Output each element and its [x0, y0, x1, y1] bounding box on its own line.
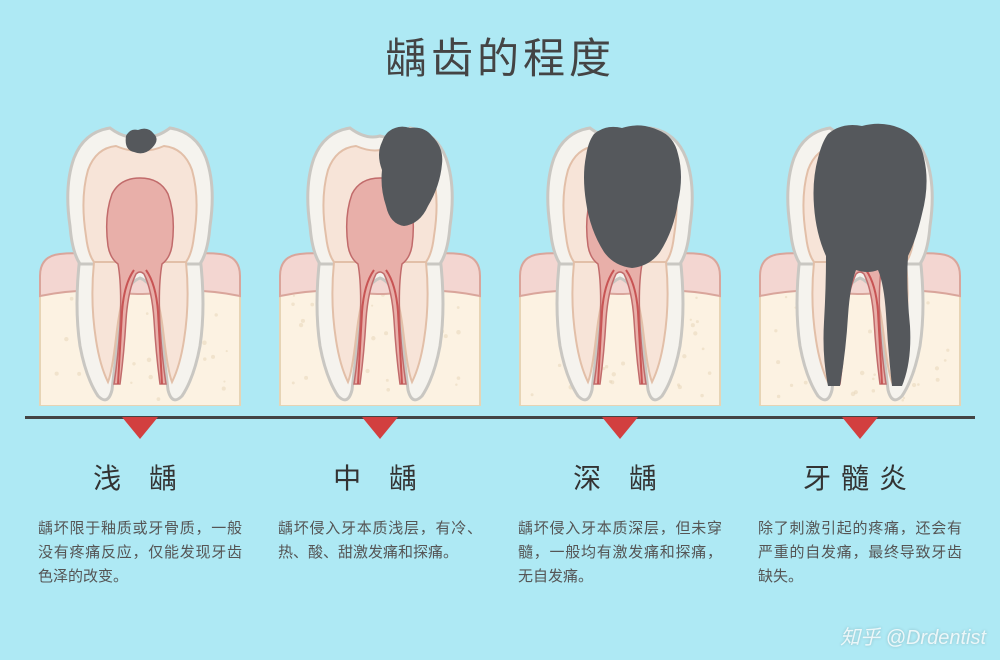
tooth-deep [510, 106, 730, 416]
teeth-row [0, 86, 1000, 416]
stage-desc: 龋坏侵入牙本质浅层，有冷、热、酸、甜激发痛和探痛。 [270, 517, 490, 589]
triangle-icon [602, 417, 638, 439]
triangle-icon [122, 417, 158, 439]
label-row: 浅 龋 中 龋 深 龋 牙髓炎 [0, 439, 1000, 497]
triangle-icon [362, 417, 398, 439]
stage-label: 中 龋 [270, 457, 490, 497]
stage-desc: 龋坏限于釉质或牙骨质，一般没有疼痛反应，仅能发现牙齿色泽的改变。 [30, 517, 250, 589]
main-title: 龋齿的程度 [0, 0, 1000, 86]
desc-row: 龋坏限于釉质或牙骨质，一般没有疼痛反应，仅能发现牙齿色泽的改变。 龋坏侵入牙本质… [0, 497, 1000, 589]
stage-label: 浅 龋 [30, 457, 250, 497]
stage-label: 牙髓炎 [750, 457, 970, 497]
tooth-medium [270, 106, 490, 416]
triangle-icon [842, 417, 878, 439]
tooth-pulpitis [750, 106, 970, 416]
stage-label: 深 龋 [510, 457, 730, 497]
triangle-row [0, 417, 1000, 439]
stage-desc: 除了刺激引起的疼痛，还会有严重的自发痛，最终导致牙齿缺失。 [750, 517, 970, 589]
stage-desc: 龋坏侵入牙本质深层，但未穿髓，一般均有激发痛和探痛，无自发痛。 [510, 517, 730, 589]
watermark: 知乎 @Drdentist [840, 621, 986, 650]
tooth-shallow [30, 106, 250, 416]
